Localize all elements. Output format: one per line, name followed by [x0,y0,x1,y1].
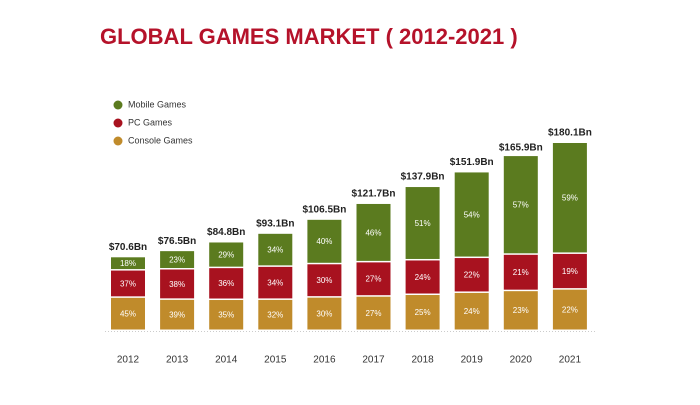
x-tick-label: 2015 [264,355,287,366]
bar-segment [307,297,342,330]
total-label: $76.5Bn [158,236,196,247]
segment-label: 27% [365,275,381,284]
bar-segment [552,143,587,253]
bar-segment [356,296,391,330]
bar-segment [258,233,293,266]
segment-label: 27% [365,309,381,318]
bar-segment [503,254,538,290]
total-label: $70.6Bn [109,242,147,253]
bar-segment [454,292,489,330]
total-label: $93.1Bn [256,218,294,229]
x-tick-label: 2017 [362,355,385,366]
bar-segment [552,289,587,330]
segment-label: 39% [169,311,185,320]
segment-label: 30% [316,276,332,285]
segment-label: 40% [316,237,332,246]
segment-label: 22% [464,271,480,280]
bar-segment [405,187,440,259]
segment-label: 59% [562,194,578,203]
segment-label: 22% [562,305,578,314]
total-label: $180.1Bn [548,128,592,139]
bar-segment [356,262,391,296]
bar-segment [209,242,244,267]
segment-label: 23% [169,255,185,264]
bar-segment [160,251,195,269]
bar-segment [356,203,391,261]
segment-label: 30% [316,309,332,318]
x-tick-label: 2019 [461,355,484,366]
x-tick-label: 2021 [559,355,582,366]
segment-label: 34% [267,278,283,287]
bar-segment [307,219,342,263]
bar-segment [503,156,538,254]
segment-label: 51% [415,219,431,228]
legend-label: Mobile Games [128,99,187,109]
bar-segment [111,270,145,297]
x-tick-label: 2016 [313,355,336,366]
bar-segment [209,300,244,330]
total-label: $121.7Bn [352,189,396,200]
legend-marker [113,136,123,146]
segment-label: 25% [415,308,431,317]
segment-label: 37% [120,279,136,288]
bar-segment [405,260,440,294]
legend-label: PC Games [128,117,173,127]
segment-label: 54% [464,210,480,219]
bar-segment [454,258,489,292]
bar-segment [405,295,440,330]
segment-label: 24% [464,307,480,316]
legend-marker [113,118,123,128]
segment-label: 35% [218,311,234,320]
bar-segment [503,291,538,330]
legend-label: Console Games [128,135,193,145]
bar-segment [160,269,195,299]
segment-label: 38% [169,280,185,289]
segment-label: 36% [218,279,234,288]
segment-label: 32% [267,311,283,320]
bar-segment [552,253,587,289]
segment-label: 18% [120,259,136,268]
bar-segment [111,297,145,330]
legend-marker [113,100,123,110]
x-tick-label: 2014 [215,355,238,366]
bar-segment [111,257,145,270]
x-tick-label: 2020 [510,355,533,366]
chart-title: GLOBAL GAMES MARKET ( 2012-2021 ) [100,24,518,49]
x-tick-label: 2013 [166,355,189,366]
total-label: $137.9Bn [401,172,445,183]
bar-segment [454,172,489,257]
segment-label: 57% [513,201,529,210]
segment-label: 21% [513,268,529,277]
total-label: $106.5Bn [302,204,346,215]
segment-label: 24% [415,273,431,282]
total-label: $151.9Bn [450,157,494,168]
bar-segment [258,266,293,299]
segment-label: 45% [120,310,136,319]
segment-label: 34% [267,245,283,254]
total-label: $84.8Bn [207,227,245,238]
segment-label: 29% [218,250,234,259]
segment-label: 23% [513,306,529,315]
x-tick-label: 2018 [411,355,434,366]
segment-label: 19% [562,267,578,276]
x-tick-label: 2012 [117,355,140,366]
bar-segment [258,299,293,330]
bar-segment [307,264,342,297]
bar-segment [160,299,195,330]
total-label: $165.9Bn [499,142,543,153]
bar-segment [209,268,244,299]
segment-label: 46% [365,228,381,237]
